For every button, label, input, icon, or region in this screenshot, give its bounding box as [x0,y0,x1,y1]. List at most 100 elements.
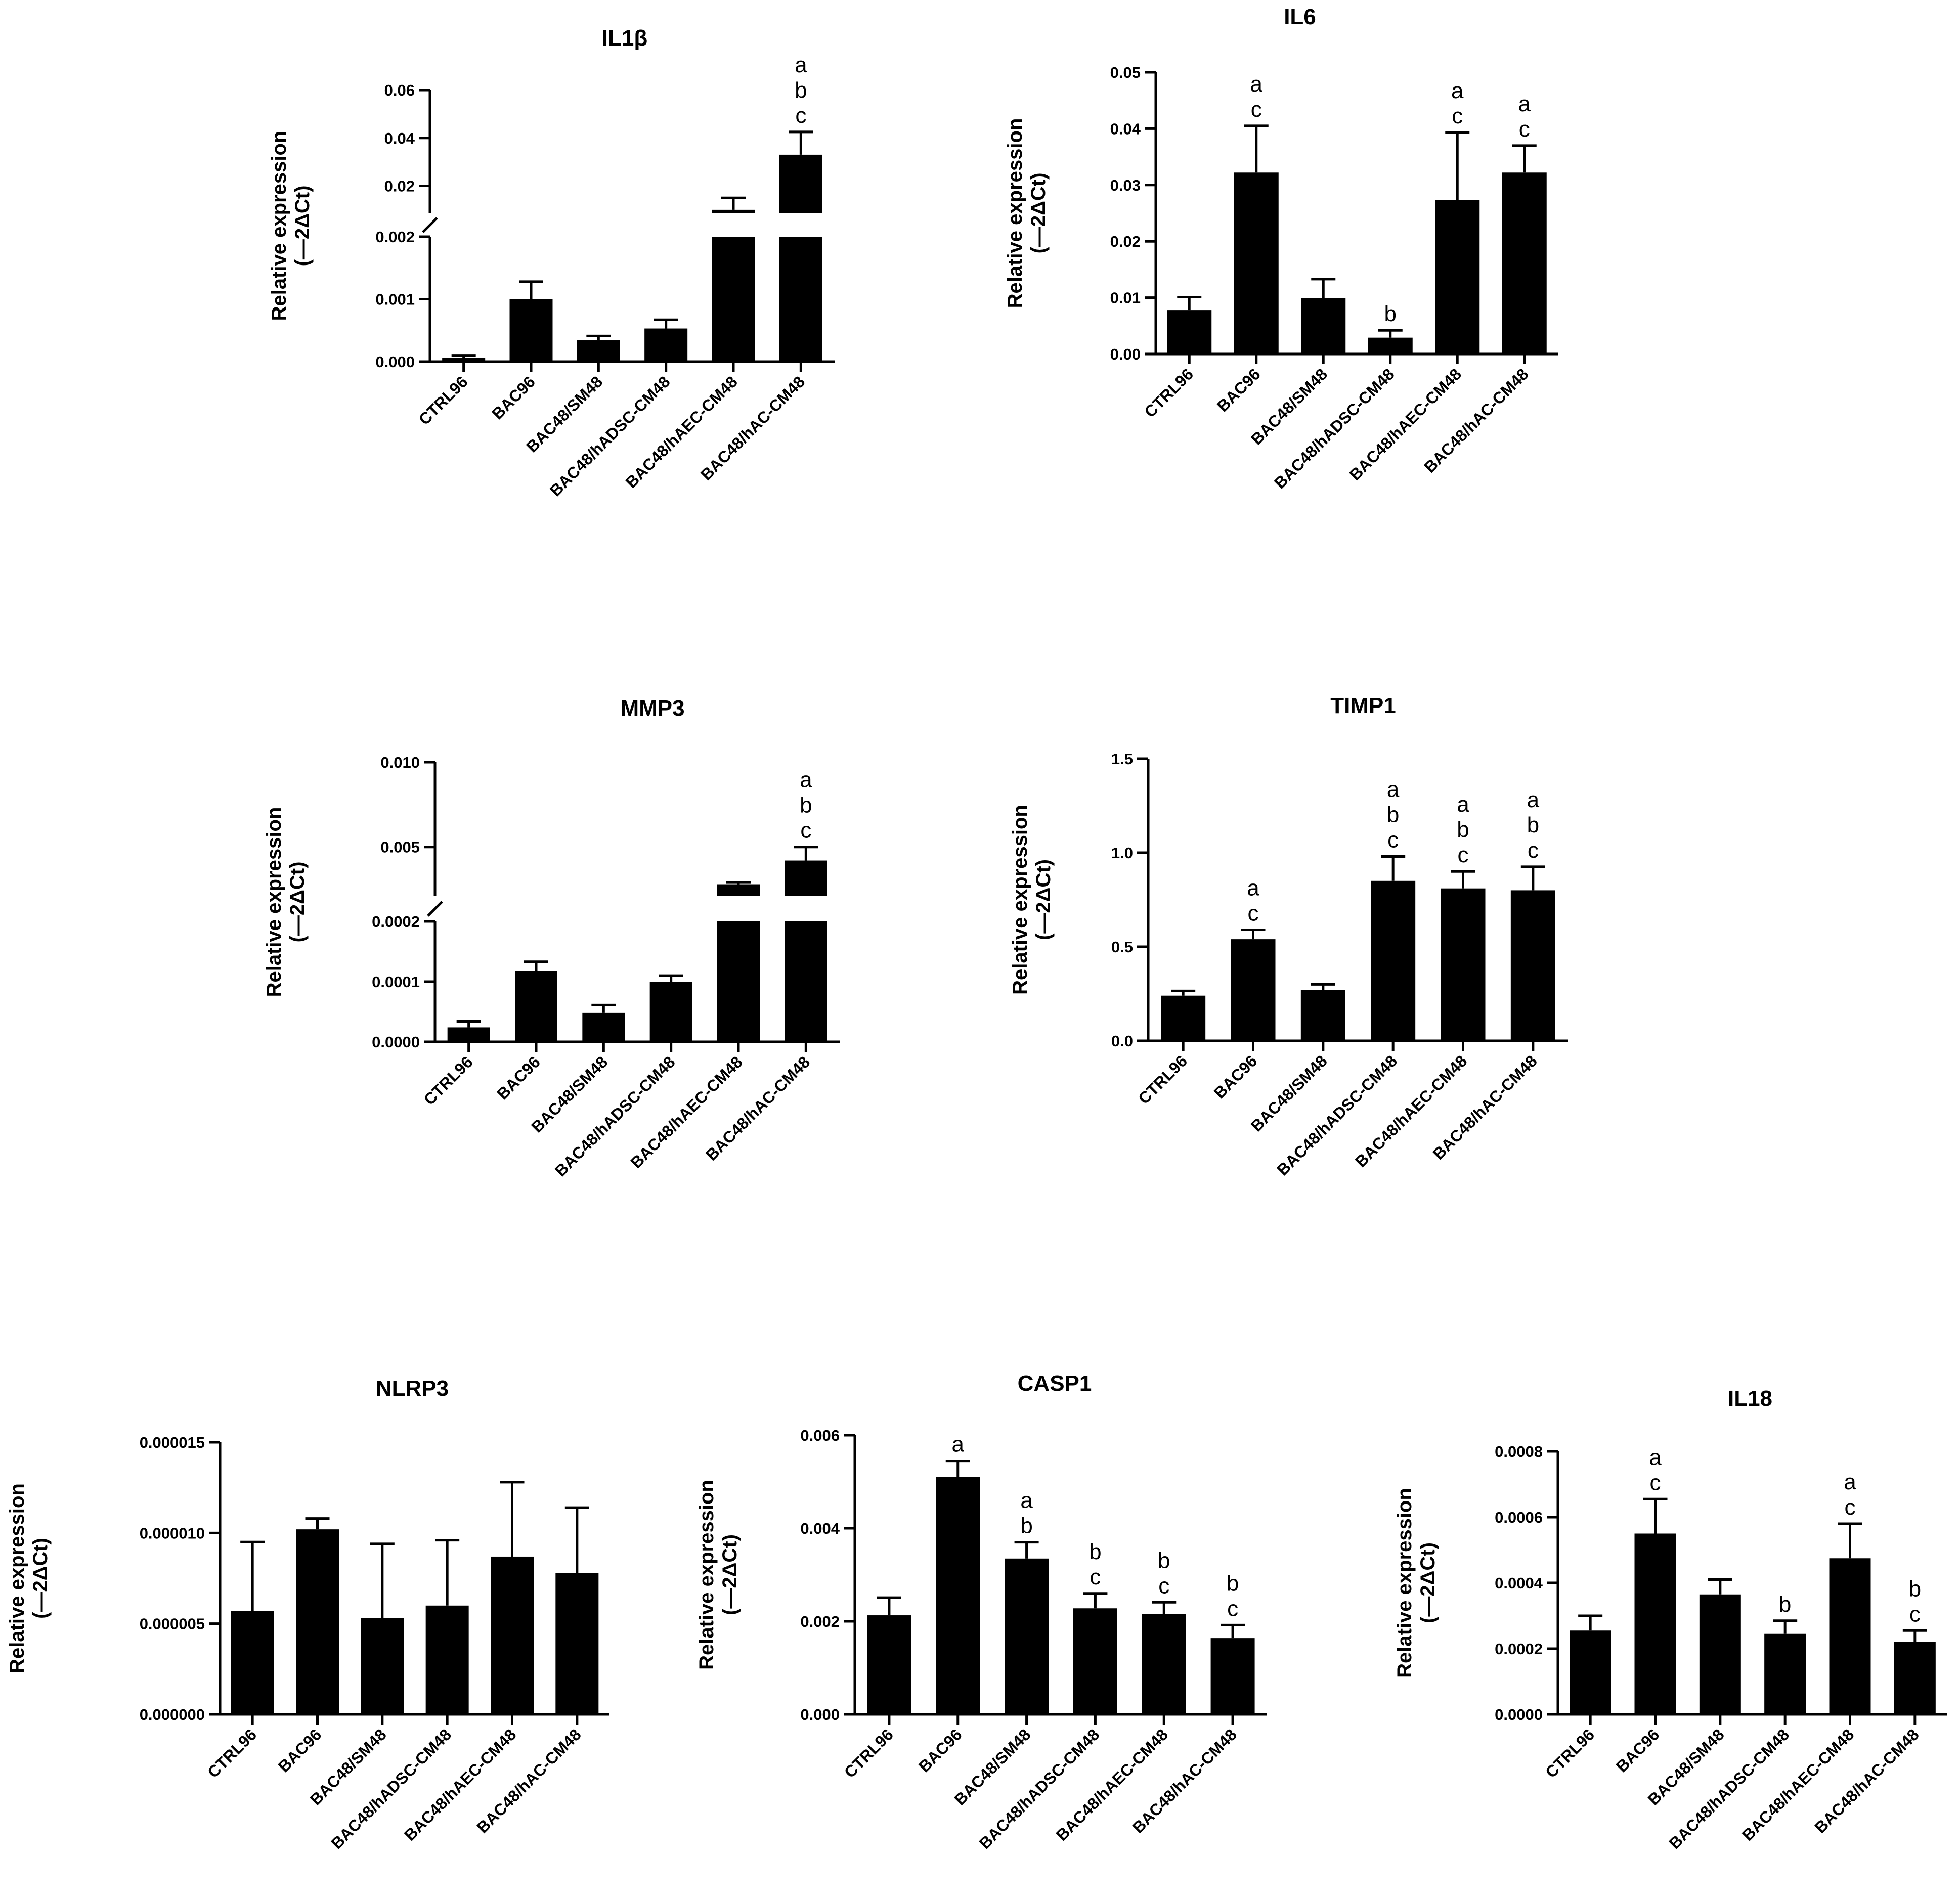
significance-label: c [1909,1602,1921,1626]
significance-label: a [1527,787,1540,812]
y-tick-label: 0.000015 [140,1434,205,1451]
y-tick-label: 0.000 [800,1706,840,1724]
y-tick-label: 0.02 [1110,233,1141,250]
chart-title: MMP3 [620,696,684,721]
bar [1368,337,1413,354]
x-tick-label: BAC48/hADSC-CM48 [551,1052,679,1180]
significance-label: b [1779,1592,1791,1617]
y-axis-label-line: Relative expression [263,807,285,997]
y-axis-label-line: Relative expression [1004,118,1026,308]
y-tick-label: 0.000000 [140,1706,205,1724]
significance-label: a [1020,1488,1033,1513]
x-tick-label: CTRL96 [841,1725,897,1781]
bar [1234,172,1279,354]
y-tick-label: 0.05 [1110,64,1141,81]
chart-title: TIMP1 [1330,693,1396,718]
bar [1894,1642,1936,1714]
y-tick-label: 0.02 [384,178,415,195]
y-tick-label: 0.002 [375,228,415,246]
bar [491,1556,534,1714]
bar [1301,298,1346,354]
y-tick-label: 0.04 [1110,120,1141,138]
significance-label: a [1250,72,1263,97]
y-tick-label: 0.000005 [140,1615,205,1633]
significance-label: b [1089,1539,1101,1564]
x-tick-label: BAC48/hAEC-CM48 [1738,1725,1857,1844]
significance-label: b [1158,1548,1170,1573]
y-axis-label: Relative expression(—2ΔCt) [1393,1488,1439,1678]
bar [785,921,827,1042]
axis-break-mark [427,901,443,917]
bar [1210,1638,1255,1714]
y-tick-label: 0.01 [1110,289,1141,307]
bar-upper [785,860,827,896]
significance-label: c [1528,838,1539,863]
bar [1435,200,1480,354]
x-tick-label: BAC96 [1210,1051,1261,1102]
chart-mmp3: MMP3 Relative expression(—2ΔCt) 0.0000 0.00… [263,696,840,1180]
significance-label: a [795,53,807,77]
significance-label: a [1247,876,1259,901]
significance-label: b [1909,1576,1921,1601]
significance-label: c [1452,104,1463,128]
y-axis-label-line: Relative expression [268,131,290,321]
x-tick-label: BAC48/hAEC-CM48 [622,372,741,491]
bar [1161,995,1206,1041]
x-tick-label: BAC48/hADSC-CM48 [327,1725,455,1852]
x-tick-label: BAC48/hADSC-CM48 [1665,1725,1793,1852]
y-axis-label-line: Relative expression [1009,805,1031,995]
significance-label: b [1527,813,1539,837]
bar [442,358,486,362]
significance-label: b [1457,817,1469,842]
bar-upper [779,154,822,213]
significance-label: c [1519,117,1530,142]
significance-label: c [1650,1470,1661,1495]
chart-casp1: CASP1 Relative expression(—2ΔCt) 0.000 0.00… [695,1371,1267,1852]
bar [577,340,620,362]
significance-label: c [1387,827,1399,852]
bar [1073,1608,1117,1714]
significance-label: a [1649,1445,1662,1470]
x-tick-label: CTRL96 [1141,365,1197,421]
y-axis-label-line: (—2ΔCt) [291,186,314,267]
bar [1502,172,1547,354]
x-tick-label: BAC96 [1613,1725,1663,1776]
bar [867,1615,911,1714]
bar [447,1027,490,1042]
y-tick-label: 0.0000 [1495,1706,1543,1724]
chart-il6: IL6 Relative expression(—2ΔCt) 0.00 0.01 0.0… [1004,5,1558,492]
y-axis-label: Relative expression(—2ΔCt) [263,807,309,997]
bar [779,237,822,362]
y-tick-label: 0.005 [380,838,420,856]
y-tick-label: 0.06 [384,81,415,99]
y-axis-label: Relative expression(—2ΔCt) [1004,118,1050,308]
bar [717,921,760,1042]
bar [515,971,557,1042]
y-axis-label-line: (—2ΔCt) [719,1534,741,1615]
bar [1634,1533,1676,1714]
x-tick-label: BAC48/hADSC-CM48 [546,372,674,500]
x-tick-label: CTRL96 [1542,1725,1598,1781]
significance-label: c [1458,843,1469,867]
significance-label: b [1227,1571,1239,1596]
y-tick-label: 0.0008 [1495,1443,1543,1461]
bar-upper [717,884,760,896]
y-tick-label: 1.5 [1111,750,1133,768]
significance-label: b [800,793,812,818]
significance-label: a [800,768,812,792]
x-tick-label: BAC96 [915,1725,966,1776]
significance-label: a [952,1432,965,1457]
significance-label: b [1387,802,1399,827]
x-tick-label: BAC48/hAEC-CM48 [627,1052,746,1171]
x-tick-label: CTRL96 [415,372,471,428]
y-tick-label: 0.04 [384,129,415,147]
bar [425,1605,469,1714]
y-tick-label: 0.010 [380,754,420,771]
y-tick-label: 0.0 [1111,1032,1133,1050]
x-tick-label: CTRL96 [1135,1051,1191,1108]
bar [1167,310,1212,354]
significance-label: a [1451,78,1464,103]
bar [936,1477,980,1714]
significance-label: b [1384,301,1397,326]
x-tick-label: BAC48/hAEC-CM48 [401,1725,519,1844]
